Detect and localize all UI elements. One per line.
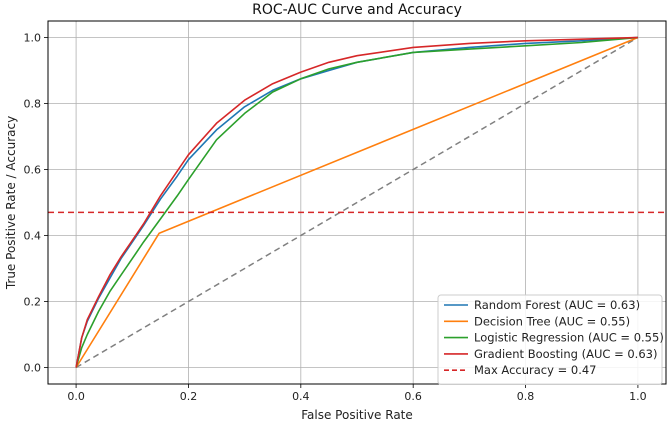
series-line <box>75 36 639 368</box>
plot-frame <box>47 20 667 385</box>
x-tick-label: 1.0 <box>629 390 647 403</box>
series-line <box>75 36 638 368</box>
x-tick-label: 0.6 <box>404 390 422 403</box>
y-tick-label: 1.0 <box>24 32 42 45</box>
series-line <box>75 36 638 368</box>
y-axis-label: True Positive Rate / Accuracy <box>4 116 18 290</box>
legend-label: Random Forest (AUC = 0.63) <box>474 298 640 312</box>
x-axis-ticks: 0.0 0.2 0.4 0.6 0.8 1.0 <box>67 384 647 403</box>
x-tick-label: 0.0 <box>67 390 85 403</box>
series-line <box>75 36 638 368</box>
y-tick-label: 0.8 <box>24 98 42 111</box>
x-tick-label: 0.2 <box>180 390 198 403</box>
y-tick-label: 0.6 <box>24 164 42 177</box>
y-axis-ticks: 0.0 0.2 0.4 0.6 0.8 1.0 <box>24 32 48 375</box>
x-axis-label: False Positive Rate <box>301 408 413 422</box>
y-tick-label: 0.4 <box>24 230 42 243</box>
legend-label: Decision Tree (AUC = 0.55) <box>474 314 630 328</box>
legend-label: Logistic Regression (AUC = 0.55) <box>474 331 664 345</box>
chart-title: ROC-AUC Curve and Accuracy <box>252 2 462 18</box>
legend-label: Gradient Boosting (AUC = 0.63) <box>474 347 657 361</box>
legend: Random Forest (AUC = 0.63) Decision Tree … <box>437 294 664 385</box>
legend-box <box>437 294 663 385</box>
x-tick-label: 0.4 <box>292 390 310 403</box>
grid <box>48 21 666 384</box>
y-tick-label: 0.2 <box>24 296 42 309</box>
x-tick-label: 0.8 <box>517 390 535 403</box>
legend-label: Max Accuracy = 0.47 <box>474 363 597 377</box>
chance-diagonal-line <box>75 36 639 369</box>
y-tick-label: 0.0 <box>24 362 42 375</box>
plot-lines <box>48 36 666 369</box>
